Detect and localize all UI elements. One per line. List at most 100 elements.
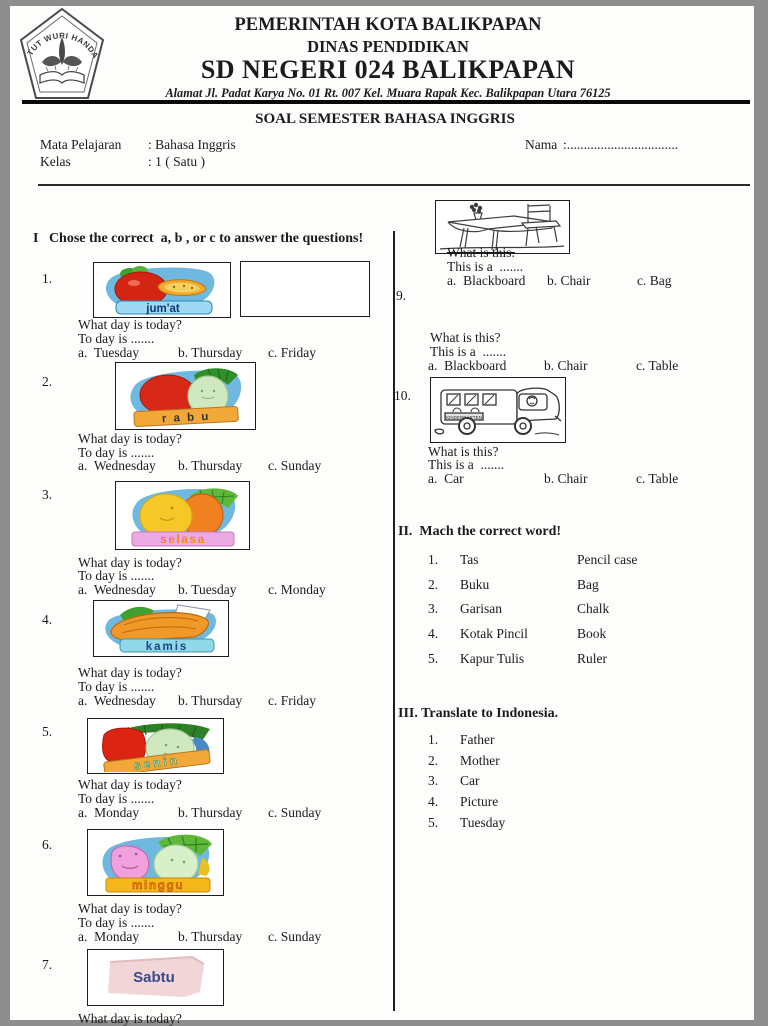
question-prompt: What day is today?: [78, 777, 182, 792]
day-word: minggu: [132, 878, 184, 892]
option-b: b. Chair: [547, 273, 591, 288]
option-b: b. Tuesday: [178, 582, 237, 597]
match-row: 5. Kapur Tulis Ruler: [398, 650, 752, 677]
question-stem: To day is .......: [78, 679, 155, 694]
option-b: b. Thursday: [178, 693, 243, 708]
question-number: 1.: [42, 271, 53, 286]
flame-icon: [59, 37, 65, 65]
option-a: a. Tuesday: [78, 345, 140, 360]
option-c: c. Sunday: [268, 458, 322, 473]
match-row: 2. Buku Bag: [398, 576, 752, 603]
header-divider-rule: [22, 100, 750, 104]
match-number: 2.: [428, 576, 439, 592]
item-word: Mother: [460, 752, 500, 768]
question-number: 7.: [42, 957, 53, 972]
option-a: a. Car: [428, 471, 464, 486]
question-stem: This is a .......: [447, 259, 524, 274]
item-word: Father: [460, 732, 495, 747]
answer-options: a. Wednesday b. Thursday c. Sunday: [78, 458, 322, 473]
question-prompt: What day is today?: [78, 665, 182, 680]
option-c: c. Friday: [268, 345, 316, 360]
option-c: c. Bag: [637, 273, 672, 288]
option-b: b. Chair: [544, 471, 588, 486]
match-right-word: Ruler: [577, 650, 607, 666]
answer-options: a. Wednesday b. Tuesday c. Monday: [78, 582, 326, 597]
day-word: kamis: [146, 641, 189, 653]
item-number: 3.: [428, 773, 439, 789]
day-word: selasa: [160, 532, 206, 546]
question-stem: To day is .......: [78, 791, 155, 806]
section-ii-heading: II. Mach the correct word!: [398, 524, 562, 539]
match-left-word: Buku: [460, 576, 490, 592]
day-band: [103, 749, 211, 773]
answer-options: a. Car b. Chair c. Table: [428, 471, 679, 486]
item-word: Picture: [460, 794, 499, 810]
exam-title: SOAL SEMESTER BAHASA INGGRIS: [255, 111, 515, 127]
question-stem: This is a .......: [428, 457, 505, 472]
option-c: c. Monday: [268, 582, 326, 597]
day-image-senin: senin: [87, 718, 224, 774]
match-left-word: Kapur Tulis: [460, 650, 525, 666]
name-dotted-line: :.................................: [563, 137, 679, 152]
item-word: Tuesday: [460, 814, 506, 830]
left-wing-icon: [42, 55, 61, 67]
matching-list: 1. Tas Pencil case 2. Buku Bag 3. Garisa…: [398, 552, 752, 677]
option-b: b. Thursday: [178, 805, 243, 820]
translate-item: 1. Father: [398, 732, 752, 754]
match-number: 1.: [428, 552, 439, 567]
answer-options: a. Blackboard b. Chair c. Bag: [447, 273, 672, 288]
translate-item: 4. Picture: [398, 795, 752, 816]
day-image-selasa: selasa: [115, 481, 250, 550]
match-left-word: Tas: [460, 552, 479, 567]
item-word: Car: [460, 773, 480, 789]
bus-sign-text: KINDERGARTEN: [446, 415, 482, 420]
day-word: senin: [133, 753, 181, 772]
answer-image-box-empty: [240, 261, 370, 317]
school-bus-sketch: KINDERGARTEN: [430, 377, 566, 443]
day-image-minggu: minggu: [87, 829, 224, 896]
section-iii-heading: III. Translate to Indonesia.: [398, 706, 559, 721]
name-label: Nama: [525, 137, 558, 152]
section-i-heading: I Chose the correct a, b , or c to answe…: [33, 231, 364, 246]
question-stem: To day is .......: [78, 568, 155, 583]
question-prompt: What day is today?: [78, 555, 182, 570]
option-c: c. Table: [636, 471, 679, 486]
header-government-line: PEMERINTAH KOTA BALIKPAPAN: [234, 15, 542, 35]
day-word: jum'at: [145, 303, 180, 315]
day-word: r a b u: [162, 411, 211, 426]
meta-divider-rule: [38, 184, 750, 186]
match-right-word: Book: [577, 626, 607, 642]
match-left-word: Garisan: [460, 601, 502, 617]
option-a: a. Monday: [78, 805, 140, 820]
day-image-kamis: kamis: [93, 600, 229, 657]
header-school-name: SD NEGERI 024 BALIKPAPAN: [200, 55, 576, 84]
match-row: 4. Kotak Pincil Book: [398, 626, 752, 652]
question-number: 5.: [42, 724, 53, 739]
open-book-icon: [39, 70, 85, 84]
translate-item: 3. Car: [398, 774, 752, 795]
match-right-word: Chalk: [577, 601, 610, 617]
question-number: 10.: [394, 388, 411, 403]
day-image-sabtu: Sabtu: [87, 949, 224, 1006]
header-department-line: DINAS PENDIDIKAN: [307, 37, 469, 56]
option-b: b. Thursday: [178, 458, 243, 473]
item-number: 5.: [428, 814, 439, 830]
option-b: b. Chair: [544, 358, 588, 373]
question-prompt: What day is today?: [78, 431, 182, 446]
translate-list: 1. Father 2. Mother 3. Car 4. Picture 5.…: [398, 732, 752, 836]
option-a: a. Wednesday: [78, 458, 156, 473]
match-number: 3.: [428, 601, 439, 617]
answer-options: a. Monday b. Thursday c. Sunday: [78, 805, 321, 820]
option-a: a. Wednesday: [78, 693, 156, 708]
item-number: 1.: [428, 732, 439, 747]
answer-options: a. Monday b. Thursday c. Sunday: [78, 929, 321, 944]
table-chair-sketch: [435, 200, 570, 254]
match-number: 4.: [428, 626, 439, 642]
answer-options: a. Blackboard b. Chair c. Table: [428, 358, 678, 373]
question-prompt: What day is today?: [78, 1011, 182, 1026]
match-row: 3. Garisan Chalk: [398, 602, 752, 627]
tut-wuri-handayani-logo: TUT WURI HANDAYANI: [15, 0, 106, 101]
translate-item: 2. Mother: [398, 752, 752, 775]
question-number: 2.: [42, 374, 53, 389]
right-wing-icon: [63, 55, 82, 67]
